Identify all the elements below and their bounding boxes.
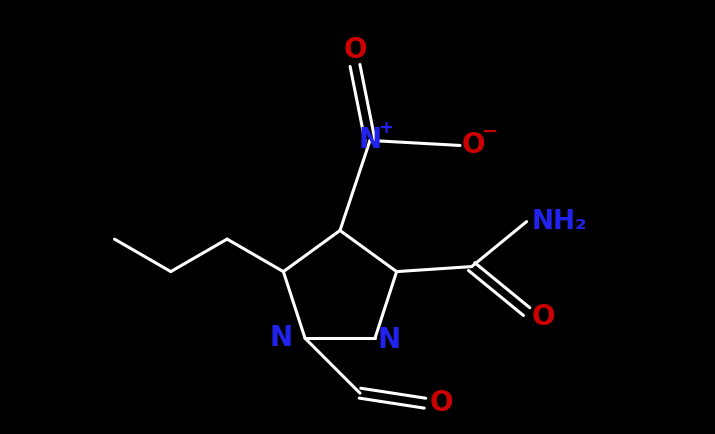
Text: O: O xyxy=(343,36,367,65)
Text: N: N xyxy=(358,126,382,155)
Text: O: O xyxy=(430,389,453,417)
Text: N: N xyxy=(377,326,400,354)
Text: −: − xyxy=(482,122,498,141)
Text: NH₂: NH₂ xyxy=(532,209,587,235)
Text: +: + xyxy=(378,119,393,138)
Text: O: O xyxy=(532,302,555,331)
Text: O: O xyxy=(462,132,485,159)
Text: N: N xyxy=(270,324,293,352)
